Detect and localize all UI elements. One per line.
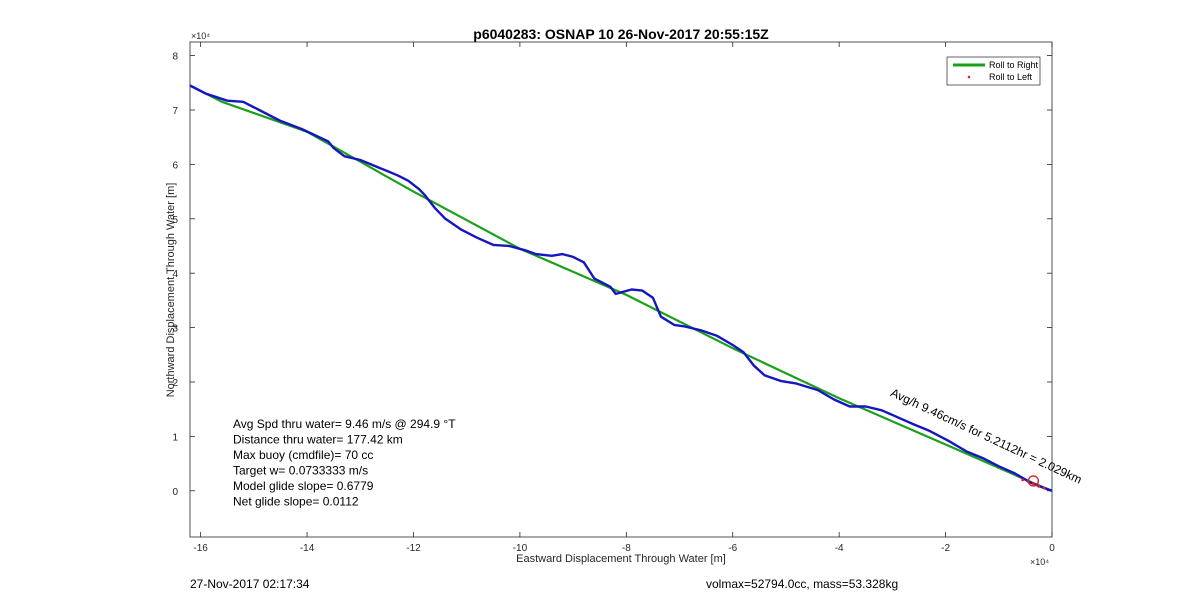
footer-date: 27-Nov-2017 02:17:34 — [190, 577, 310, 591]
start-marker — [1027, 475, 1040, 487]
series-line-roll-to-right — [189, 84, 1053, 492]
y-axis-label: Northward Displacement Through Water [m] — [165, 183, 177, 398]
stat-line: Net glide slope= 0.0112 — [233, 495, 359, 509]
x-tick-label: -2 — [941, 543, 950, 554]
roll-to-left-point — [1031, 482, 1035, 486]
x-ticks: -16 -14 -12 -10 -8 -6 -4 -2 0 — [193, 42, 1055, 554]
stat-line: Target w= 0.0733333 m/s — [233, 464, 368, 478]
stats-block: Avg Spd thru water= 9.46 m/s @ 294.9 °T D… — [233, 417, 456, 509]
x-exponent-label: ×10⁴ — [1030, 557, 1049, 567]
y-tick-label: 2 — [172, 378, 178, 389]
y-tick-label: 1 — [172, 432, 178, 443]
roll-to-left-point — [1037, 485, 1041, 488]
y-tick-label: 5 — [172, 215, 178, 226]
stat-line: Model glide slope= 0.6779 — [233, 479, 374, 493]
legend-box — [946, 56, 1041, 86]
stat-line: Max buoy (cmdfile)= 70 cc — [233, 448, 373, 462]
legend-label-roll-right: Roll to Right — [989, 60, 1039, 70]
legend-label-roll-left: Roll to Left — [989, 72, 1033, 82]
y-tick-label: 3 — [172, 324, 178, 335]
y-tick-label: 4 — [172, 269, 178, 280]
y-tick-label: 0 — [172, 487, 178, 498]
x-tick-label: -10 — [513, 543, 528, 554]
stat-line: Avg Spd thru water= 9.46 m/s @ 294.9 °T — [233, 417, 456, 431]
data-markers — [1021, 475, 1046, 490]
x-axis-label: Eastward Displacement Through Water [m] — [516, 553, 726, 565]
roll-to-left-point — [1042, 486, 1046, 490]
roll-to-left-point — [1021, 478, 1025, 482]
y-exponent-label: ×10⁴ — [191, 31, 210, 41]
x-tick-label: -4 — [835, 543, 844, 554]
y-tick-label: 8 — [172, 52, 178, 63]
legend-swatch-roll-left — [967, 75, 971, 79]
stat-line: Distance thru water= 177.42 km — [233, 433, 403, 447]
x-tick-label: 0 — [1049, 543, 1055, 554]
footer-volume-mass: volmax=52794.0cc, mass=53.328kg — [706, 577, 899, 591]
axes-box — [189, 41, 1053, 538]
chart-title: p6040283: OSNAP 10 26-Nov-2017 20:55:15Z — [473, 26, 769, 42]
legend: Roll to Right Roll to Left — [946, 56, 1041, 86]
x-tick-label: -6 — [728, 543, 737, 554]
series-line-glider-track — [189, 84, 1053, 492]
series-lines — [189, 84, 1053, 492]
y-tick-label: 6 — [172, 160, 178, 171]
x-tick-label: -8 — [622, 543, 631, 554]
x-tick-label: -14 — [300, 543, 315, 554]
x-tick-label: -16 — [193, 543, 208, 554]
y-tick-label: 7 — [172, 106, 178, 117]
x-tick-label: -12 — [406, 543, 421, 554]
y-ticks: 0 1 2 3 4 5 6 7 8 — [172, 52, 1052, 498]
